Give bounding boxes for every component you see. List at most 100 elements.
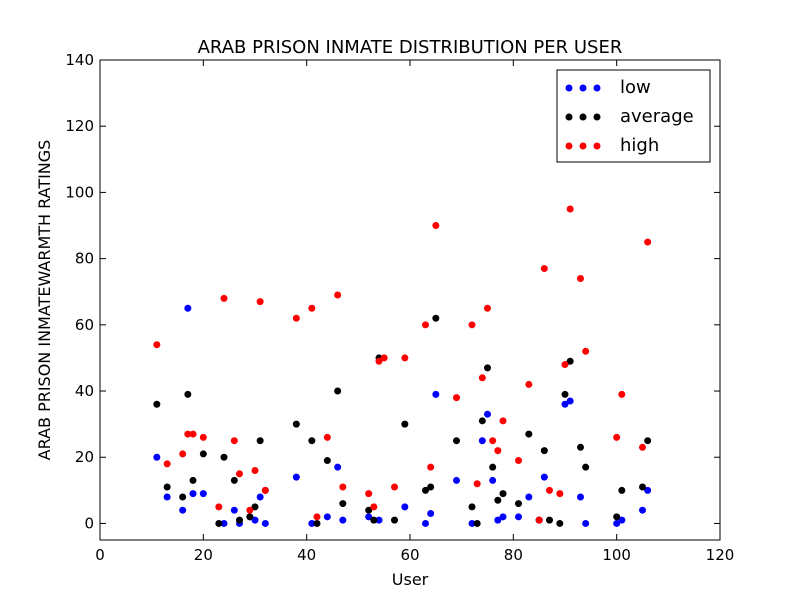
point-average xyxy=(323,457,331,465)
point-low xyxy=(427,510,435,518)
point-average xyxy=(179,493,187,501)
point-low xyxy=(561,400,569,408)
y-tick-label: 40 xyxy=(75,382,94,400)
x-axis-ticks: 0 20 40 60 80 100 120 xyxy=(95,60,734,564)
point-high xyxy=(251,466,259,474)
point-average xyxy=(566,357,574,365)
point-average xyxy=(561,390,569,398)
point-low xyxy=(525,493,533,501)
point-average xyxy=(230,476,238,484)
point-high xyxy=(401,354,409,362)
point-average xyxy=(618,486,626,494)
point-low xyxy=(582,519,590,527)
point-high xyxy=(618,390,626,398)
point-high xyxy=(561,361,569,369)
point-average xyxy=(494,496,502,504)
point-high xyxy=(473,480,481,488)
point-average xyxy=(432,314,440,322)
point-high xyxy=(323,433,331,441)
point-low xyxy=(566,397,574,405)
point-high xyxy=(246,506,254,514)
point-average xyxy=(256,437,264,445)
point-average xyxy=(453,437,460,445)
point-high xyxy=(375,357,383,365)
y-tick-label: 100 xyxy=(65,183,94,201)
legend-marker-high xyxy=(593,142,601,150)
x-tick-label: 80 xyxy=(504,546,523,564)
point-low xyxy=(499,513,507,521)
point-high xyxy=(540,265,548,273)
point-low xyxy=(230,506,238,514)
y-tick-label: 0 xyxy=(84,514,94,532)
point-high xyxy=(163,460,171,468)
point-low xyxy=(339,516,347,524)
point-high xyxy=(515,457,522,465)
legend-marker-average xyxy=(565,113,573,121)
point-low xyxy=(220,519,228,527)
point-average xyxy=(370,516,378,524)
point-high xyxy=(308,304,316,312)
point-high xyxy=(432,222,440,230)
point-high xyxy=(199,433,207,441)
point-low xyxy=(468,519,476,527)
point-low xyxy=(256,493,264,501)
point-high xyxy=(339,483,347,491)
point-average xyxy=(484,364,491,372)
point-high xyxy=(499,417,507,425)
legend-marker-average xyxy=(593,113,601,121)
point-average xyxy=(153,400,161,408)
data-points xyxy=(153,205,652,527)
point-high xyxy=(546,486,553,494)
point-low xyxy=(422,519,429,527)
point-average xyxy=(401,420,409,428)
point-high xyxy=(334,291,342,299)
x-tick-label: 0 xyxy=(95,546,105,564)
point-high xyxy=(313,513,321,521)
point-high xyxy=(256,298,264,306)
point-high xyxy=(422,321,429,329)
legend-label-low: low xyxy=(620,77,651,98)
point-average xyxy=(189,476,197,484)
point-high xyxy=(566,205,574,213)
chart-title: ARAB PRISON INMATE DISTRIBUTION PER USER xyxy=(198,37,623,58)
point-high xyxy=(370,503,378,511)
point-average xyxy=(215,519,223,527)
point-average xyxy=(163,483,171,491)
point-low xyxy=(540,473,548,481)
point-average xyxy=(556,519,564,527)
point-average xyxy=(577,443,584,451)
point-average xyxy=(427,483,435,491)
point-high xyxy=(427,463,435,471)
point-average xyxy=(391,516,398,524)
point-high xyxy=(184,430,192,438)
point-average xyxy=(613,513,621,521)
point-high xyxy=(189,430,197,438)
y-tick-label: 80 xyxy=(75,250,94,268)
point-average xyxy=(478,417,486,425)
point-average xyxy=(313,519,321,527)
point-high xyxy=(179,450,187,458)
point-average xyxy=(546,516,553,524)
point-high xyxy=(292,314,300,322)
point-high xyxy=(577,274,584,282)
point-average xyxy=(582,463,590,471)
point-high xyxy=(494,447,502,455)
point-high xyxy=(639,443,646,451)
point-high xyxy=(468,321,476,329)
legend-label-high: high xyxy=(620,135,659,156)
point-low xyxy=(375,516,383,524)
legend-marker-high xyxy=(579,142,587,150)
point-average xyxy=(184,390,192,398)
point-low xyxy=(489,476,497,484)
point-high xyxy=(230,437,238,445)
point-low xyxy=(251,516,259,524)
point-low xyxy=(199,490,207,498)
point-low xyxy=(494,516,502,524)
legend-marker-low xyxy=(579,84,587,92)
point-average xyxy=(422,486,429,494)
point-high xyxy=(478,374,486,382)
y-tick-label: 60 xyxy=(75,316,94,334)
point-average xyxy=(246,513,254,521)
legend-marker-low xyxy=(565,84,573,92)
